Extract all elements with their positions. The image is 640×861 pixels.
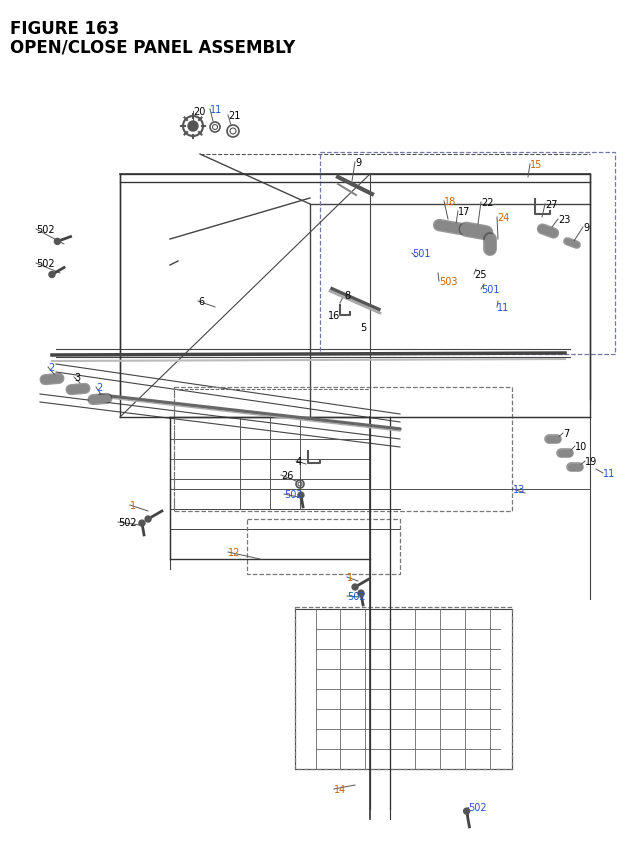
Text: 6: 6 <box>198 297 204 307</box>
Text: OPEN/CLOSE PANEL ASSEMBLY: OPEN/CLOSE PANEL ASSEMBLY <box>10 38 295 56</box>
Text: 12: 12 <box>228 548 241 557</box>
Circle shape <box>352 585 358 591</box>
Text: 502: 502 <box>347 592 365 601</box>
Circle shape <box>298 492 304 499</box>
Text: 10: 10 <box>575 442 588 451</box>
Text: 9: 9 <box>583 223 589 232</box>
Circle shape <box>358 591 364 597</box>
Text: 502: 502 <box>118 517 136 528</box>
Bar <box>295 607 512 769</box>
Text: 503: 503 <box>439 276 458 287</box>
Text: 2: 2 <box>48 362 54 373</box>
Text: 502: 502 <box>284 489 303 499</box>
Bar <box>174 387 512 511</box>
Text: 11: 11 <box>497 303 509 313</box>
Text: 5: 5 <box>360 323 366 332</box>
Text: 15: 15 <box>530 160 542 170</box>
Text: 14: 14 <box>334 784 346 794</box>
Text: 20: 20 <box>193 107 205 117</box>
Text: FIGURE 163: FIGURE 163 <box>10 20 119 38</box>
Circle shape <box>145 517 151 523</box>
Text: 25: 25 <box>474 269 486 280</box>
Circle shape <box>139 521 145 526</box>
Text: 8: 8 <box>344 291 350 300</box>
Text: 11: 11 <box>210 105 222 115</box>
Circle shape <box>463 808 470 815</box>
Text: 9: 9 <box>355 158 361 168</box>
Text: 11: 11 <box>603 468 615 479</box>
Text: 502: 502 <box>36 258 54 269</box>
Text: 27: 27 <box>545 200 557 210</box>
Text: 23: 23 <box>558 214 570 225</box>
Bar <box>320 152 615 355</box>
Text: 22: 22 <box>481 198 493 208</box>
Text: 501: 501 <box>412 249 431 258</box>
Circle shape <box>188 122 198 132</box>
Text: 502: 502 <box>36 225 54 235</box>
Text: 24: 24 <box>497 213 509 223</box>
Text: 2: 2 <box>96 382 102 393</box>
Circle shape <box>49 272 55 278</box>
Text: 17: 17 <box>458 207 470 217</box>
Text: 3: 3 <box>74 373 80 382</box>
Bar <box>247 519 400 574</box>
Text: 501: 501 <box>481 285 499 294</box>
Text: 16: 16 <box>328 311 340 320</box>
Circle shape <box>54 239 60 245</box>
Text: 1: 1 <box>130 500 136 511</box>
Text: 21: 21 <box>228 111 241 121</box>
Text: 26: 26 <box>281 470 293 480</box>
Text: 18: 18 <box>444 197 456 207</box>
Text: 1: 1 <box>347 573 353 582</box>
Text: 502: 502 <box>468 802 486 812</box>
Text: 19: 19 <box>585 456 597 467</box>
Text: 4: 4 <box>296 456 302 467</box>
Text: 7: 7 <box>563 429 569 438</box>
Text: 13: 13 <box>513 485 525 494</box>
